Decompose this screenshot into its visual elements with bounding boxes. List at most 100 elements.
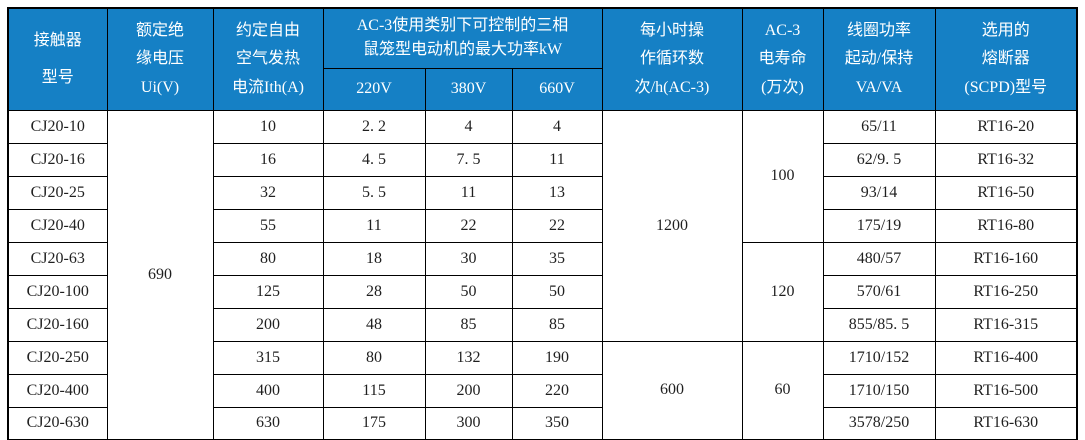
header-thermal-current: 约定自由 空气发热 电流Ith(A) bbox=[212, 7, 324, 111]
fuse-cell: RT16-50 bbox=[934, 175, 1078, 210]
header-line: 额定绝 bbox=[135, 22, 184, 40]
header-line: AC-3使用类别下可控制的三相 bbox=[356, 17, 569, 35]
model-cell: CJ20-250 bbox=[7, 340, 108, 375]
header-line: (SCPD)型号 bbox=[964, 78, 1048, 96]
table-row: CJ20-63 80 18 30 35 120 480/57 RT16-160 bbox=[7, 241, 1078, 342]
header-line: 鼠笼型电动机的最大功率kW bbox=[362, 41, 563, 59]
fuse-cell: RT16-20 bbox=[934, 109, 1078, 144]
kw-220v-cell: 2. 2 bbox=[322, 109, 426, 144]
header-line: 约定自由 bbox=[235, 22, 300, 40]
thermal-current-cell: 315 bbox=[212, 340, 324, 375]
kw-220v-cell: 11 bbox=[322, 208, 426, 243]
fuse-cell: RT16-400 bbox=[934, 340, 1078, 375]
fuse-cell: RT16-32 bbox=[934, 142, 1078, 177]
header-line: 作循环数 bbox=[639, 50, 704, 68]
header-row-1: 接触器 型号 额定绝 缘电压 Ui(V) 约定自由 空气发热 电流Ith(A) bbox=[7, 7, 1078, 111]
thermal-current-cell: 10 bbox=[212, 109, 324, 144]
model-cell: CJ20-40 bbox=[7, 208, 108, 243]
contactor-spec-table: 接触器 型号 额定绝 缘电压 Ui(V) 约定自由 空气发热 电流Ith(A) bbox=[7, 7, 1078, 440]
kw-660v-cell: 11 bbox=[511, 142, 603, 177]
table-row: CJ20-250 315 80 132 190 600 60 1710/152 … bbox=[7, 340, 1078, 440]
kw-660v-cell: 35 bbox=[511, 241, 603, 276]
header-row-2: 220V 380V 660V bbox=[8, 67, 1077, 111]
cycles-cell: 600 bbox=[601, 340, 743, 440]
model-cell: CJ20-10 bbox=[7, 109, 108, 144]
header-kw-group-text: AC-3使用类别下可控制的三相 鼠笼型电动机的最大功率kW bbox=[324, 10, 601, 66]
kw-380v-cell: 50 bbox=[424, 274, 513, 309]
kw-380v-cell: 200 bbox=[424, 373, 513, 408]
header-line: VA/VA bbox=[855, 78, 903, 96]
header-line: AC-3 bbox=[764, 22, 801, 40]
thermal-current-cell: 400 bbox=[212, 373, 324, 408]
coil-power-cell: 62/9. 5 bbox=[822, 142, 936, 177]
kw-220v-cell: 18 bbox=[322, 241, 426, 276]
kw-660v-cell: 190 bbox=[511, 340, 603, 375]
kw-380v-cell: 85 bbox=[424, 307, 513, 342]
header-cycles-text: 每小时操 作循环数 次/h(AC-3) bbox=[603, 11, 741, 107]
coil-power-cell: 93/14 bbox=[822, 175, 936, 210]
header-line: 每小时操 bbox=[639, 22, 704, 40]
thermal-current-cell: 55 bbox=[212, 208, 324, 243]
kw-660v-cell: 13 bbox=[511, 175, 603, 210]
model-cell: CJ20-25 bbox=[7, 175, 108, 210]
thermal-current-cell: 80 bbox=[212, 241, 324, 276]
kw-380v-cell: 7. 5 bbox=[424, 142, 513, 177]
header-kw-group: AC-3使用类别下可控制的三相 鼠笼型电动机的最大功率kW bbox=[322, 7, 603, 69]
kw-220v-cell: 115 bbox=[322, 373, 426, 408]
header-life-text: AC-3 电寿命 (万次) bbox=[743, 11, 822, 107]
model-cell: CJ20-16 bbox=[7, 142, 108, 177]
table-body: CJ20-10 690 10 2. 2 4 4 1200 100 65/11 R… bbox=[7, 109, 1078, 440]
kw-380v-cell: 22 bbox=[424, 208, 513, 243]
table-row: CJ20-100 125 28 50 50 570/61 RT16-250 bbox=[7, 274, 1078, 309]
header-kw-220v: 220V bbox=[322, 67, 426, 111]
header-kw-660v: 660V bbox=[511, 67, 603, 111]
model-cell: CJ20-160 bbox=[7, 307, 108, 342]
header-model: 接触器 型号 bbox=[7, 7, 108, 111]
table-row: CJ20-25 32 5. 5 11 13 93/14 RT16-50 bbox=[7, 175, 1078, 210]
header-model-text: 接触器 型号 bbox=[9, 11, 106, 107]
table-row: CJ20-40 55 11 22 22 175/19 RT16-80 bbox=[7, 208, 1078, 243]
thermal-current-cell: 125 bbox=[212, 274, 324, 309]
coil-power-cell: 480/57 bbox=[822, 241, 936, 276]
header-fuse: 选用的 熔断器 (SCPD)型号 bbox=[934, 7, 1078, 111]
table-row: CJ20-10 690 10 2. 2 4 4 1200 100 65/11 R… bbox=[7, 109, 1078, 440]
life-cell: 120 bbox=[741, 241, 824, 342]
model-cell: CJ20-100 bbox=[7, 274, 108, 309]
coil-power-cell: 855/85. 5 bbox=[822, 307, 936, 342]
header-line: 电流Ith(A) bbox=[232, 78, 304, 96]
kw-220v-cell: 48 bbox=[322, 307, 426, 342]
header-line: 380V bbox=[450, 80, 487, 97]
header-line: 线圈功率 bbox=[846, 22, 911, 40]
kw-660v-cell: 350 bbox=[511, 406, 603, 440]
kw-380v-cell: 132 bbox=[424, 340, 513, 375]
table-row: CJ20-16 16 4. 5 7. 5 11 62/9. 5 RT16-32 bbox=[7, 142, 1078, 177]
kw-380v-cell: 11 bbox=[424, 175, 513, 210]
header-fuse-text: 选用的 熔断器 (SCPD)型号 bbox=[936, 11, 1076, 107]
kw-380v-cell: 300 bbox=[424, 406, 513, 440]
model-cell: CJ20-400 bbox=[7, 373, 108, 408]
header-line: 熔断器 bbox=[981, 50, 1030, 68]
kw-380v-cell: 4 bbox=[424, 109, 513, 144]
fuse-cell: RT16-500 bbox=[934, 373, 1078, 408]
coil-power-cell: 65/11 bbox=[822, 109, 936, 144]
coil-power-cell: 3578/250 bbox=[822, 406, 936, 440]
header-line: 起动/保持 bbox=[844, 50, 914, 68]
header-cycles: 每小时操 作循环数 次/h(AC-3) bbox=[601, 7, 743, 111]
kw-220v-cell: 4. 5 bbox=[322, 142, 426, 177]
kw-660v-cell: 22 bbox=[511, 208, 603, 243]
model-cell: CJ20-63 bbox=[7, 241, 108, 276]
kw-220v-cell: 28 bbox=[322, 274, 426, 309]
thermal-current-cell: 16 bbox=[212, 142, 324, 177]
header-coil-power: 线圈功率 起动/保持 VA/VA bbox=[822, 7, 936, 111]
kw-220v-cell: 5. 5 bbox=[322, 175, 426, 210]
coil-power-cell: 570/61 bbox=[822, 274, 936, 309]
model-cell: CJ20-630 bbox=[7, 406, 108, 440]
header-line: 660V bbox=[539, 80, 575, 97]
fuse-cell: RT16-160 bbox=[934, 241, 1078, 276]
fuse-cell: RT16-630 bbox=[934, 406, 1078, 440]
table-row: CJ20-630 630 175 300 350 3578/250 RT16-6… bbox=[7, 406, 1078, 440]
life-cell: 100 bbox=[741, 109, 824, 243]
kw-220v-cell: 80 bbox=[322, 340, 426, 375]
fuse-cell: RT16-80 bbox=[934, 208, 1078, 243]
kw-660v-cell: 85 bbox=[511, 307, 603, 342]
